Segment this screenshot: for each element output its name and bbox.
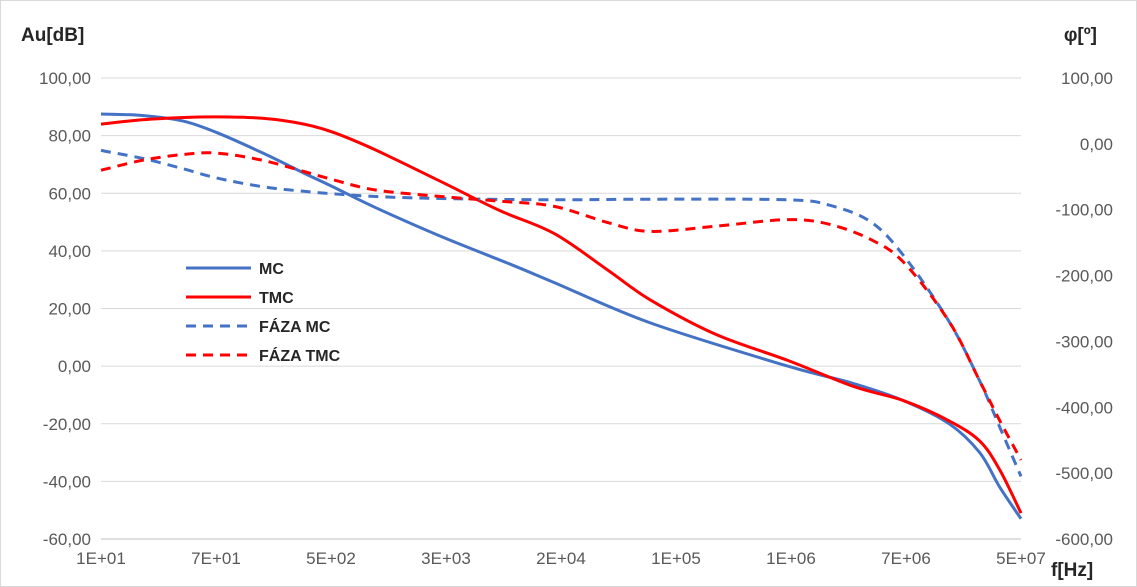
y2-tick-label: -500,00 xyxy=(1055,464,1113,483)
x-tick-label: 5E+02 xyxy=(306,549,356,568)
tick-labels: 100,00 80,00 60,00 40,00 20,00 0,00 -20,00 -40,… xyxy=(39,69,1113,568)
y-tick-label: 60,00 xyxy=(48,184,91,203)
y-tick-label: 0,00 xyxy=(58,357,91,376)
y-tick-label: -60,00 xyxy=(43,530,91,549)
y2-axis-title: φ[º] xyxy=(1064,25,1097,46)
x-tick-label: 1E+06 xyxy=(766,549,816,568)
series-layer xyxy=(100,112,1023,520)
x-axis-title: f[Hz] xyxy=(1051,560,1093,581)
y-axis-title: Au[dB] xyxy=(21,25,84,46)
x-tick-label: 2E+04 xyxy=(536,549,586,568)
y-tick-label: 40,00 xyxy=(48,242,91,261)
x-tick-label: 5E+07 xyxy=(996,549,1046,568)
y-tick-label: -40,00 xyxy=(43,472,91,491)
legend: MC TMC FÁZA MC FÁZA TMC xyxy=(186,261,341,365)
x-tick-label: 3E+03 xyxy=(421,549,471,568)
y-tick-label: 100,00 xyxy=(39,69,91,88)
y-tick-label: 80,00 xyxy=(48,127,91,146)
y-tick-label: 20,00 xyxy=(48,300,91,319)
gridlines xyxy=(101,77,1021,482)
y2-tick-label: -100,00 xyxy=(1055,201,1113,220)
y2-tick-label: 0,00 xyxy=(1080,135,1113,154)
legend-label-tmc: TMC xyxy=(259,290,294,307)
x-tick-label: 7E+01 xyxy=(191,549,241,568)
series-line-mc xyxy=(100,112,1023,520)
x-tick-label: 1E+01 xyxy=(76,549,126,568)
legend-label-faza-tmc: FÁZA TMC xyxy=(259,346,341,365)
legend-label-faza-mc: FÁZA MC xyxy=(259,317,331,336)
y2-tick-label: -400,00 xyxy=(1055,398,1113,417)
legend-label-mc: MC xyxy=(259,261,284,278)
y2-tick-label: -600,00 xyxy=(1055,530,1113,549)
y2-tick-label: -300,00 xyxy=(1055,332,1113,351)
y2-tick-label: -200,00 xyxy=(1055,267,1113,286)
series-line-faza-mc xyxy=(100,148,1023,477)
series-line-faza-tmc xyxy=(100,151,1023,461)
y-tick-label: -20,00 xyxy=(43,415,91,434)
x-tick-label: 1E+05 xyxy=(651,549,701,568)
x-tick-label: 7E+06 xyxy=(881,549,931,568)
series-line-tmc xyxy=(100,115,1023,514)
y2-tick-label: 100,00 xyxy=(1061,69,1113,88)
